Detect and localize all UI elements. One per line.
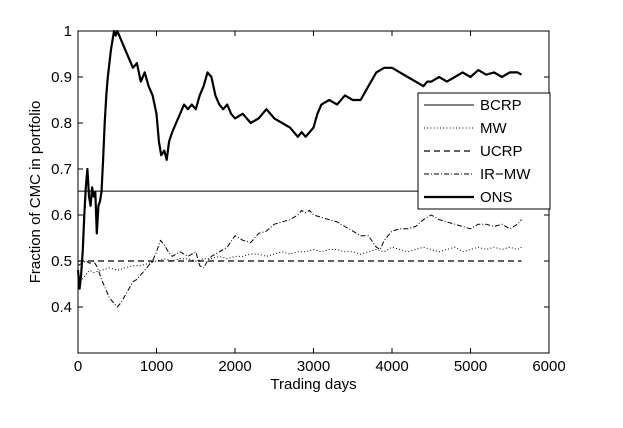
x-axis-label: Trading days [270, 376, 356, 393]
legend: BCRP MW UCRP IR−MW ONS [417, 92, 551, 210]
x-tick-label: 2000 [218, 358, 251, 375]
x-tick-label: 4000 [375, 358, 408, 375]
x-tick-label: 3000 [297, 358, 330, 375]
legend-label-ons: ONS [480, 189, 513, 206]
y-tick-label: 1 [64, 23, 72, 40]
legend-label-mw: MW [480, 120, 507, 137]
x-tick-label: 1000 [140, 358, 173, 375]
y-tick-label: 0.9 [51, 69, 72, 86]
x-tick-label: 0 [74, 358, 82, 375]
series-line-mw [77, 246, 522, 280]
x-tick-label: 6000 [532, 358, 565, 375]
legend-label-ir-mw: IR−MW [480, 166, 531, 183]
y-tick-label: 0.5 [51, 253, 72, 270]
x-tick-label: 5000 [454, 358, 487, 375]
legend-label-bcrp: BCRP [480, 97, 522, 114]
y-axis-label: Fraction of CMC in portfolio [27, 101, 44, 284]
series-line-ir-mw [77, 209, 522, 308]
y-tick-label: 0.7 [51, 161, 72, 178]
y-tick-label: 0.4 [51, 299, 72, 316]
y-tick-label: 0.8 [51, 115, 72, 132]
series-line-ons [76, 29, 523, 290]
tick-labels: 0 1000 2000 3000 4000 5000 6000 0.4 0.5 0.6 0.7 0.8… [51, 23, 566, 375]
axis-ticks [77, 30, 550, 353]
y-tick-label: 0.6 [51, 207, 72, 224]
legend-label-ucrp: UCRP [480, 143, 523, 160]
